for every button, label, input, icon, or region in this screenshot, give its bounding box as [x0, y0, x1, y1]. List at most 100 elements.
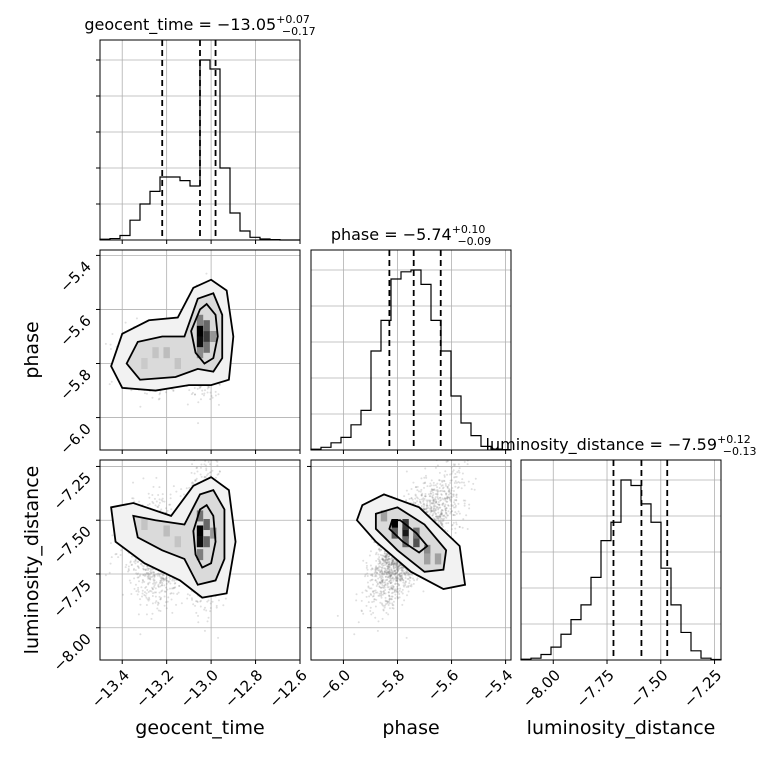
sample-point	[152, 582, 155, 585]
sample-point	[147, 591, 150, 594]
sample-point	[157, 506, 160, 509]
sample-point	[165, 607, 168, 610]
sample-point	[169, 582, 172, 585]
sample-point	[204, 389, 207, 392]
sample-point	[142, 573, 145, 576]
sample-point	[133, 587, 136, 590]
sample-point	[156, 505, 159, 508]
sample-point	[157, 601, 160, 604]
sample-point	[136, 565, 139, 568]
sample-point	[124, 566, 127, 569]
sample-point	[149, 575, 152, 578]
sample-point	[188, 389, 191, 392]
sample-point	[205, 609, 208, 612]
sample-point	[165, 586, 168, 589]
sample-point	[157, 494, 160, 497]
sample-point	[151, 396, 154, 399]
sample-point	[150, 571, 153, 574]
sample-point	[137, 560, 140, 563]
sample-point	[205, 442, 207, 444]
sample-point	[130, 389, 133, 392]
sample-point	[147, 583, 150, 586]
sample-point	[133, 560, 136, 563]
sample-point	[211, 396, 214, 399]
sample-point	[146, 567, 149, 570]
sample-point	[153, 576, 156, 579]
sample-point	[157, 583, 160, 586]
sample-point	[214, 476, 217, 479]
sample-point	[130, 592, 133, 595]
sample-point	[172, 485, 175, 488]
sample-point	[150, 617, 153, 620]
sample-point	[156, 603, 159, 606]
sample-point	[165, 582, 168, 585]
sample-point	[136, 561, 139, 564]
sample-point	[152, 573, 155, 576]
sample-point	[206, 391, 209, 394]
sample-point	[160, 584, 163, 587]
sample-point	[168, 587, 171, 590]
sample-point	[141, 578, 144, 581]
sample-point	[151, 575, 154, 578]
sample-point	[217, 403, 220, 406]
sample-point	[132, 569, 135, 572]
sample-point	[173, 582, 176, 585]
sample-point	[159, 598, 162, 601]
sample-point	[127, 570, 130, 573]
sample-point	[216, 460, 219, 463]
sample-point	[172, 586, 175, 589]
sample-point	[145, 613, 148, 616]
sample-point	[157, 398, 160, 401]
sample-point	[151, 594, 154, 597]
sample-point	[160, 579, 163, 582]
panel-body	[104, 272, 235, 425]
sample-point	[158, 393, 161, 396]
sample-point	[158, 498, 161, 501]
density-cell	[141, 358, 148, 370]
sample-point	[145, 572, 148, 575]
sample-point	[205, 272, 208, 275]
sample-point	[146, 569, 149, 572]
sample-point	[148, 572, 151, 575]
sample-point	[222, 604, 225, 607]
sample-point	[169, 592, 172, 595]
sample-point	[210, 394, 213, 397]
sample-point	[153, 573, 156, 576]
sample-point	[154, 504, 157, 507]
sample-point	[147, 582, 150, 585]
sample-point	[147, 599, 150, 602]
sample-point	[167, 596, 170, 599]
sample-point	[166, 588, 169, 591]
sample-point	[194, 393, 197, 396]
sample-point	[162, 578, 165, 581]
sample-point	[156, 607, 159, 610]
sample-point	[198, 450, 200, 452]
sample-point	[134, 560, 137, 563]
sample-point	[209, 471, 212, 474]
sample-point	[202, 394, 205, 397]
sample-point	[110, 556, 113, 559]
sample-point	[162, 577, 165, 580]
sample-point	[191, 391, 194, 394]
sample-point	[186, 403, 189, 406]
sample-point	[148, 598, 151, 601]
density-cell	[210, 330, 217, 342]
sample-point	[129, 560, 132, 563]
sample-point	[190, 482, 193, 485]
density-cell	[196, 347, 204, 359]
sample-point	[134, 557, 137, 560]
sample-point	[165, 574, 168, 577]
sample-point	[163, 604, 166, 607]
sample-point	[197, 453, 199, 455]
sample-point	[161, 589, 164, 592]
sample-point	[146, 598, 149, 601]
sample-point	[224, 597, 227, 600]
sample-point	[159, 576, 162, 579]
sample-point	[211, 600, 214, 603]
sample-point	[147, 571, 150, 574]
sample-point	[163, 578, 166, 581]
sample-point	[199, 600, 202, 603]
panel-luminosity_distance-geocent_time	[96, 442, 301, 664]
sample-point	[160, 577, 163, 580]
density-cell	[196, 336, 204, 348]
